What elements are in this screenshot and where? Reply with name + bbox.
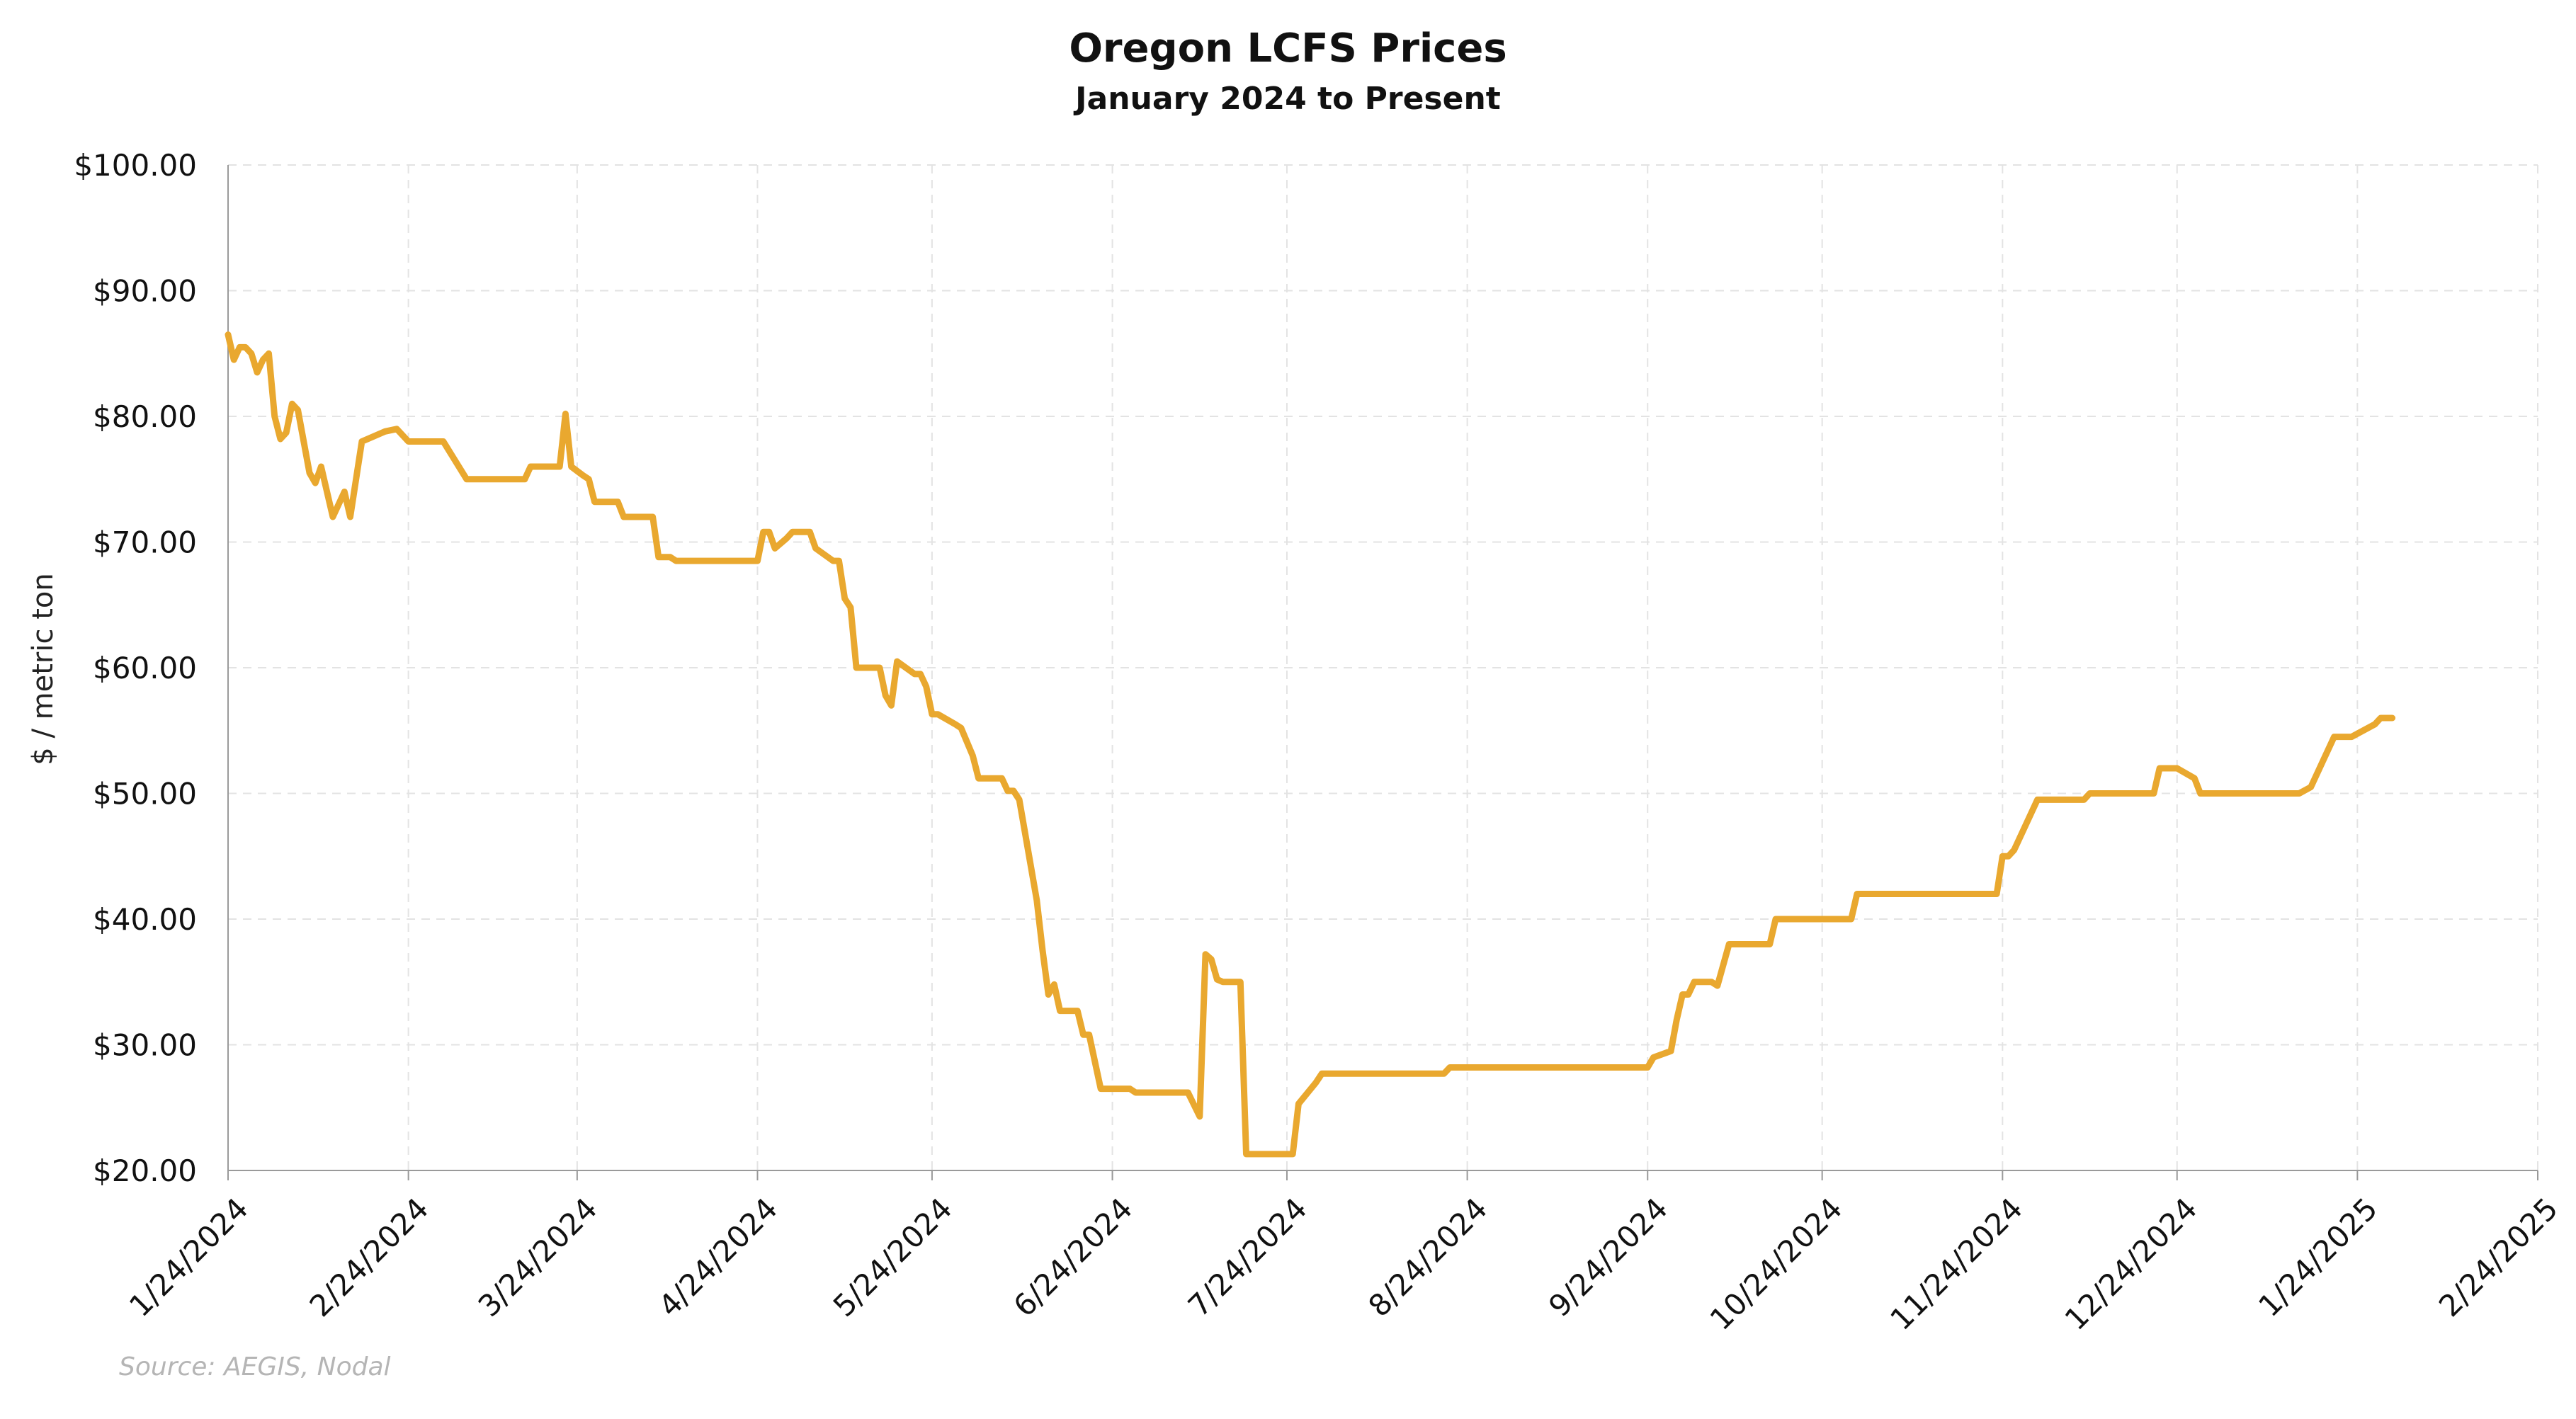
x-tick-label: 2/24/2024: [303, 1191, 436, 1323]
x-tick-label: 9/24/2024: [1542, 1191, 1674, 1323]
x-tick-label: 10/24/2024: [1703, 1191, 1849, 1337]
x-tick-label: 2/24/2025: [2432, 1191, 2565, 1323]
chart-subtitle: January 2024 to Present: [1075, 81, 1501, 117]
y-axis-label: $ / metric ton: [27, 573, 59, 765]
y-tick-label: $80.00: [93, 399, 197, 434]
gridlines: [228, 164, 2538, 1170]
y-tick-label: $90.00: [93, 274, 197, 309]
y-tick-label: $100.00: [74, 148, 197, 183]
x-tick-label: 4/24/2024: [652, 1191, 784, 1323]
y-tick-label: $60.00: [93, 651, 197, 685]
series-layer: [225, 331, 2396, 1158]
y-tick-label: $50.00: [93, 777, 197, 811]
axes: $20.00 $30.00 $40.00 $50.00 $60.00 $70.00 $80.…: [74, 148, 2564, 1337]
source-note: Source: AEGIS, Nodal: [119, 1352, 391, 1381]
x-tick-label: 11/24/2024: [1883, 1191, 2029, 1337]
x-tick-label: 12/24/2024: [2058, 1191, 2204, 1337]
y-tick-label: $70.00: [93, 525, 197, 560]
price-series-line: [225, 331, 2396, 1158]
x-tick-label: 3/24/2024: [472, 1191, 604, 1323]
y-tick-label: $40.00: [93, 902, 197, 937]
x-tick-label: 6/24/2024: [1006, 1191, 1139, 1323]
x-tick-label: 5/24/2024: [827, 1191, 959, 1323]
chart-title: Oregon LCFS Prices: [1069, 25, 1507, 72]
x-tick-label: 1/24/2024: [123, 1191, 255, 1323]
y-tick-label: $30.00: [93, 1028, 197, 1063]
x-tick-label: 8/24/2024: [1361, 1191, 1494, 1323]
x-tick-label: 1/24/2025: [2252, 1191, 2384, 1323]
x-tick-label: 7/24/2024: [1181, 1191, 1314, 1323]
y-tick-label: $20.00: [93, 1153, 197, 1188]
